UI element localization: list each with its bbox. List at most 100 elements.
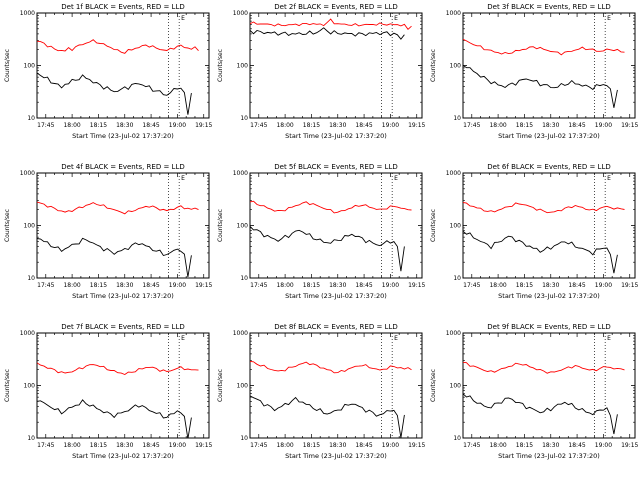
plot-frame [36, 332, 210, 439]
y-axis-label: Counts/sec [430, 209, 437, 242]
y-tick-label: 100 [450, 63, 462, 70]
x-tick-label: 18:30 [329, 122, 346, 129]
x-tick-label: 18:00 [489, 122, 506, 129]
y-tick-label: 10 [27, 115, 35, 122]
y-tick-label: 10 [453, 435, 461, 442]
chart-panel-det-9f: Det 9f BLACK = Events, RED = LLD 10 100 100… [427, 320, 640, 480]
plot-title: Det 6f BLACK = Events, RED = LLD [487, 163, 610, 171]
x-axis-label: Start Time (23-Jul-02 17:37:20) [72, 452, 174, 460]
series-events [37, 72, 192, 115]
y-tick-label: 1000 [233, 330, 248, 337]
x-tick-label: 18:30 [542, 442, 559, 449]
plot-title: Det 8f BLACK = Events, RED = LLD [274, 323, 397, 331]
y-axis-label: Counts/sec [430, 369, 437, 402]
series-lld [37, 39, 199, 54]
x-axis-label: Start Time (23-Jul-02 17:37:20) [72, 292, 174, 300]
x-tick-label: 17:45 [37, 282, 54, 289]
x-tick-label: 19:00 [169, 122, 186, 129]
x-tick-label: 18:15 [90, 122, 107, 129]
x-tick-label: 18:00 [63, 122, 80, 129]
plot-frame [36, 172, 210, 279]
plot-title: Det 1f BLACK = Events, RED = LLD [61, 3, 184, 11]
plot-svg: Det 3f BLACK = Events, RED = LLD 10 100 100… [430, 3, 639, 140]
x-tick-label: 18:15 [303, 282, 320, 289]
x-tick-label: 18:00 [63, 442, 80, 449]
x-tick-label: 19:00 [169, 282, 186, 289]
plot-title: Det 9f BLACK = Events, RED = LLD [487, 323, 610, 331]
y-tick-label: 1000 [446, 330, 461, 337]
x-tick-label: 18:30 [329, 282, 346, 289]
x-tick-label: 19:15 [408, 282, 425, 289]
chart-panel-det-4f: Det 4f BLACK = Events, RED = LLD 10 100 100… [1, 160, 214, 320]
series-lld [463, 361, 625, 374]
event-flag-label: E [607, 15, 611, 22]
y-axis-label: Counts/sec [4, 209, 11, 242]
y-tick-label: 1000 [20, 330, 35, 337]
x-axis-label: Start Time (23-Jul-02 17:37:20) [498, 292, 600, 300]
chart-panel-det-1f: Det 1f BLACK = Events, RED = LLD 10 100 100… [1, 0, 214, 160]
series-events [250, 225, 405, 272]
y-tick-label: 100 [450, 223, 462, 230]
event-flag-label: E [607, 335, 611, 342]
event-flag-label: E [181, 335, 185, 342]
x-tick-label: 19:00 [382, 122, 399, 129]
event-flag-label: E [181, 15, 185, 22]
y-tick-label: 100 [24, 223, 36, 230]
y-axis-label: Counts/sec [217, 49, 224, 82]
chart-panel-det-2f: Det 2f BLACK = Events, RED = LLD 10 100 100… [214, 0, 427, 160]
chart-panel-det-6f: Det 6f BLACK = Events, RED = LLD 10 100 100… [427, 160, 640, 320]
x-tick-label: 19:00 [382, 442, 399, 449]
x-tick-label: 19:15 [621, 282, 638, 289]
chart-panel-det-7f: Det 7f BLACK = Events, RED = LLD 10 100 100… [1, 320, 214, 480]
series-lld [37, 201, 199, 215]
chart-panel-det-5f: Det 5f BLACK = Events, RED = LLD 10 100 100… [214, 160, 427, 320]
x-axis-label: Start Time (23-Jul-02 17:37:20) [498, 132, 600, 140]
x-tick-label: 18:00 [63, 282, 80, 289]
y-tick-label: 100 [237, 223, 249, 230]
x-tick-label: 18:15 [90, 442, 107, 449]
x-tick-label: 19:15 [195, 122, 212, 129]
series-lld [250, 360, 412, 374]
y-tick-label: 1000 [20, 170, 35, 177]
series-events [250, 395, 405, 438]
x-tick-label: 18:45 [142, 282, 159, 289]
x-tick-label: 18:00 [276, 122, 293, 129]
y-tick-label: 10 [453, 115, 461, 122]
event-flag-label: E [394, 15, 398, 22]
x-tick-label: 18:30 [116, 282, 133, 289]
y-axis-label: Counts/sec [4, 369, 11, 402]
x-tick-label: 18:30 [116, 122, 133, 129]
y-tick-label: 100 [24, 63, 36, 70]
x-axis-label: Start Time (23-Jul-02 17:37:20) [72, 132, 174, 140]
y-axis-label: Counts/sec [430, 49, 437, 82]
series-events [37, 399, 192, 438]
plot-svg: Det 2f BLACK = Events, RED = LLD 10 100 100… [217, 3, 426, 140]
series-events [37, 237, 192, 277]
y-tick-label: 100 [237, 63, 249, 70]
x-tick-label: 18:30 [542, 282, 559, 289]
x-tick-label: 19:00 [382, 282, 399, 289]
x-tick-label: 18:30 [542, 122, 559, 129]
x-tick-label: 18:15 [303, 442, 320, 449]
event-flag-label: E [394, 335, 398, 342]
x-tick-label: 19:15 [195, 282, 212, 289]
plot-svg: Det 4f BLACK = Events, RED = LLD 10 100 100… [4, 163, 213, 300]
x-tick-label: 18:30 [116, 442, 133, 449]
x-tick-label: 17:45 [250, 122, 267, 129]
x-tick-label: 19:00 [595, 442, 612, 449]
series-events [463, 393, 618, 435]
event-flag-label: E [394, 175, 398, 182]
x-tick-label: 18:15 [516, 282, 533, 289]
x-tick-label: 17:45 [37, 442, 54, 449]
y-tick-label: 1000 [20, 10, 35, 17]
x-tick-label: 18:30 [329, 442, 346, 449]
x-tick-label: 18:45 [142, 442, 159, 449]
x-axis-label: Start Time (23-Jul-02 17:37:20) [285, 292, 387, 300]
plot-frame [36, 12, 210, 119]
y-tick-label: 1000 [233, 170, 248, 177]
plot-frame [462, 332, 636, 439]
plot-frame [462, 172, 636, 279]
x-tick-label: 19:15 [408, 122, 425, 129]
y-tick-label: 10 [240, 275, 248, 282]
